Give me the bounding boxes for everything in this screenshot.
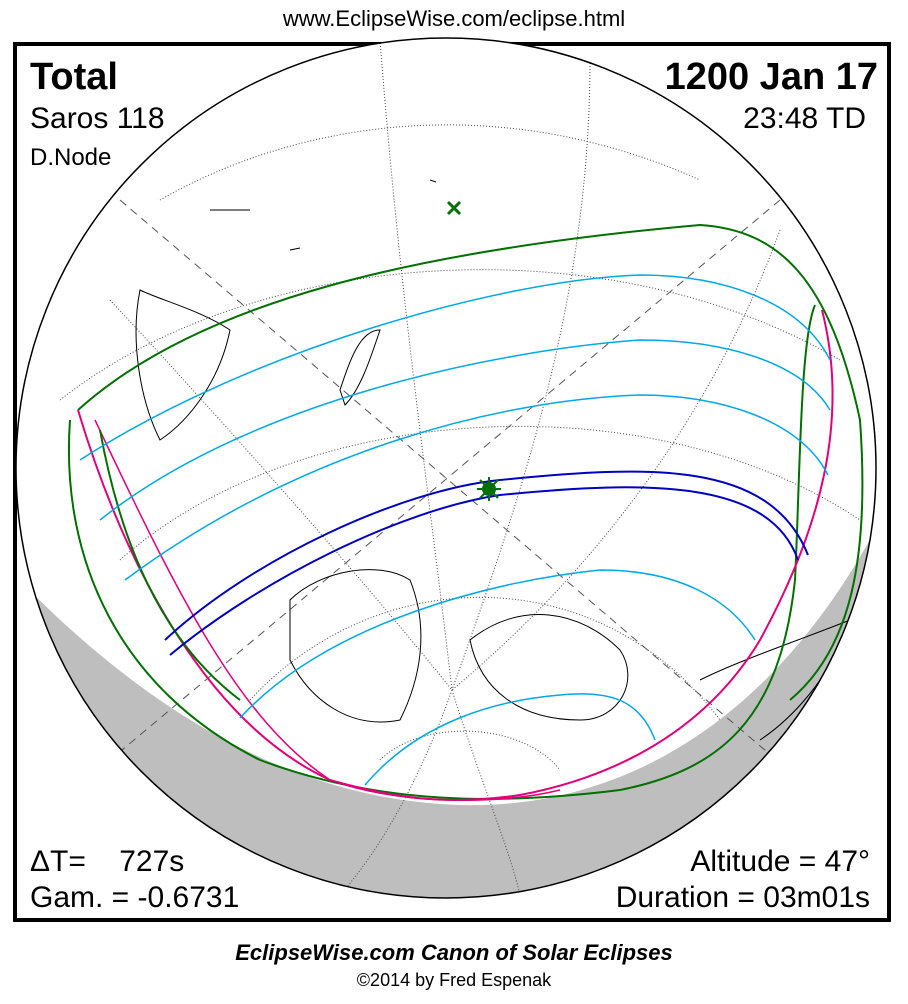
footer-copyright: ©2014 by Fred Espenak [356,970,552,990]
greatest-eclipse-star-marker [477,477,501,501]
site-url: www.EclipseWise.com/eclipse.html [282,6,626,31]
central-path-south-limit [169,486,799,656]
footer-title: EclipseWise.com Canon of Solar Eclipses [235,940,673,965]
central-path-north-limit [164,470,809,641]
node-label: D.Node [30,144,112,171]
rise-set-curve-east [94,419,561,801]
duration: Duration = 03m01s [615,881,870,914]
globe-outline [15,37,877,899]
penumbral-limit-north [77,223,864,701]
eclipse-type: Total [30,56,118,98]
penumbral-limit-south [68,304,816,800]
delta-t: ΔT= 727s [30,845,185,878]
coastlines [135,179,851,741]
rise-set-curve-north [99,429,241,701]
altitude: Altitude = 47° [690,845,870,878]
subsolar-x-marker [446,200,462,216]
graticule [59,39,861,896]
saros-number: Saros 118 [30,102,165,135]
eclipse-date: 1200 Jan 17 [664,56,878,98]
gamma: Gam. = -0.6731 [30,881,240,914]
rise-set-curve-west [77,309,834,801]
eclipse-time: 23:48 TD [743,102,866,135]
globe-disk [16,38,876,898]
projection-axes [109,199,801,781]
partial-eclipse-lines [79,274,831,786]
